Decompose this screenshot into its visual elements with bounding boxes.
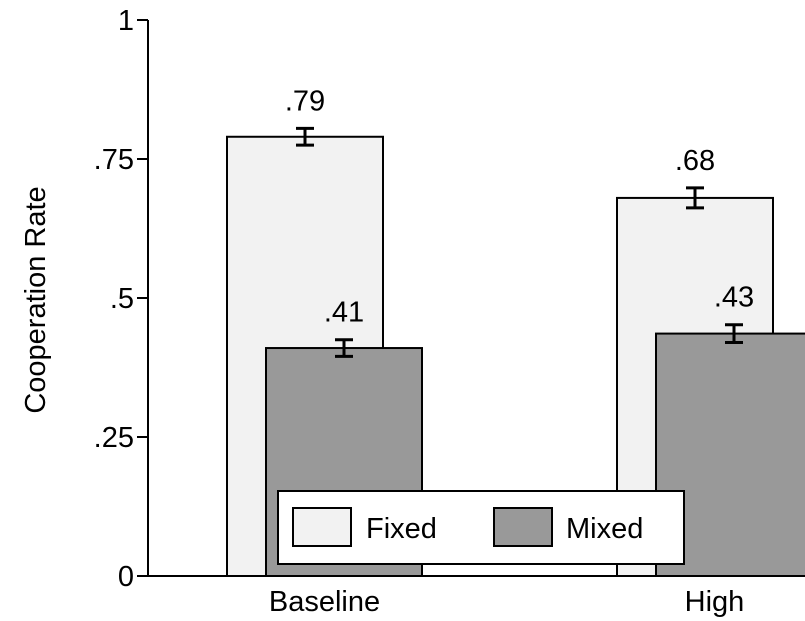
error-bar-fixed-baseline <box>296 126 314 147</box>
y-tick-label: 1 <box>118 5 134 37</box>
y-tick-label: .25 <box>94 422 134 454</box>
y-tick-label: .5 <box>110 283 134 315</box>
legend-swatch-mixed <box>493 507 553 547</box>
legend: Fixed Mixed <box>277 490 685 565</box>
error-bar-mixed-baseline <box>335 338 353 358</box>
y-tick-label: 0 <box>118 561 134 593</box>
legend-label-fixed: Fixed <box>366 513 437 545</box>
legend-swatch-fixed <box>292 507 352 547</box>
legend-label-mixed: Mixed <box>566 513 643 545</box>
x-tick-label: High <box>685 586 745 618</box>
y-axis-label: Cooperation Rate <box>20 186 52 413</box>
y-axis: 0 .25 .5 .75 1 <box>94 5 149 593</box>
error-bar-fixed-high <box>686 186 704 210</box>
data-labels-layer: .79 .68 .41 .43 <box>285 85 754 328</box>
y-tick-label: .75 <box>94 144 134 176</box>
data-label-mixed-baseline: .41 <box>324 297 364 329</box>
data-label-fixed-baseline: .79 <box>285 85 325 117</box>
x-tick-label: Baseline <box>269 586 380 618</box>
error-bars-layer <box>296 126 743 358</box>
x-axis: Baseline High <box>148 575 805 618</box>
data-label-fixed-high: .68 <box>675 145 715 177</box>
error-bar-mixed-high <box>725 323 743 344</box>
data-label-mixed-high: .43 <box>714 282 754 314</box>
